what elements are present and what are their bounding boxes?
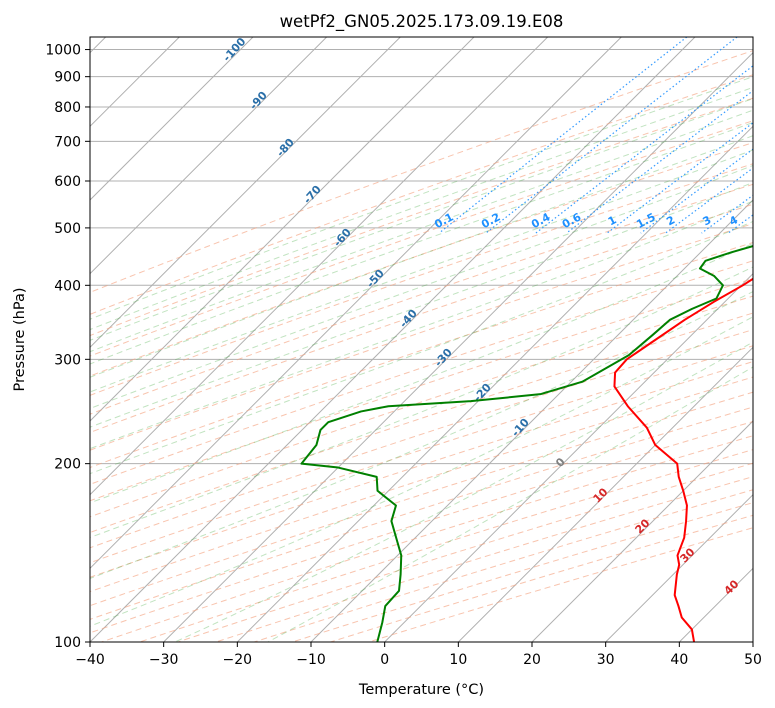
moist-adiabat bbox=[90, 266, 753, 539]
dry-adiabat bbox=[90, 183, 753, 415]
dry-adiabat bbox=[90, 74, 753, 315]
mixing-ratio-line bbox=[566, 89, 753, 234]
dry-adiabat bbox=[90, 312, 753, 534]
dry-adiabat bbox=[90, 278, 753, 502]
x-axis-ticks: −40 −30 −20 −10 0 10 20 30 40 50 bbox=[75, 642, 762, 668]
moist-adiabat bbox=[90, 98, 753, 341]
y-tick-label: 600 bbox=[54, 174, 81, 190]
dry-adiabat bbox=[90, 163, 753, 396]
moist-adiabat bbox=[90, 181, 753, 428]
x-tick-label: 10 bbox=[449, 652, 467, 668]
dry-adiabat bbox=[90, 120, 753, 357]
isotherm-gridline bbox=[531, 420, 753, 642]
mixing-ratio-line bbox=[535, 65, 753, 234]
dry-adiabat bbox=[90, 361, 753, 578]
x-tick-label: 50 bbox=[744, 652, 762, 668]
x-tick-label: −10 bbox=[296, 652, 326, 668]
x-tick-label: 40 bbox=[670, 652, 688, 668]
dry-adiabat bbox=[90, 329, 753, 549]
background-lines bbox=[90, 37, 753, 642]
x-tick-label: −30 bbox=[149, 652, 179, 668]
x-tick-label: 30 bbox=[597, 652, 615, 668]
x-tick-label: 0 bbox=[380, 652, 389, 668]
isotherm-gridline bbox=[90, 37, 254, 201]
dry-adiabat bbox=[90, 223, 753, 451]
y-tick-label: 700 bbox=[54, 134, 81, 150]
isotherm-gridline bbox=[90, 37, 622, 570]
isotherm-gridline bbox=[90, 37, 328, 275]
dry-adiabat bbox=[90, 142, 753, 377]
y-tick-label: 200 bbox=[54, 457, 81, 473]
dry-adiabat bbox=[90, 97, 753, 337]
isotherm-gridline bbox=[90, 37, 401, 349]
y-tick-label: 500 bbox=[54, 221, 81, 237]
moist-adiabat bbox=[267, 366, 753, 642]
chart-title: wetPf2_GN05.2025.173.09.19.E08 bbox=[280, 12, 564, 32]
profile-lines bbox=[300, 245, 753, 642]
moist-adiabat bbox=[90, 291, 753, 579]
dewpoint-profile-line bbox=[300, 245, 753, 642]
moist-adiabat bbox=[90, 76, 753, 320]
isotherm-gridline bbox=[236, 125, 753, 642]
temperature-profile-line bbox=[613, 277, 753, 642]
isotherm-gridline bbox=[605, 493, 753, 642]
y-tick-label: 1000 bbox=[45, 43, 81, 59]
x-tick-label: −40 bbox=[75, 652, 105, 668]
y-tick-label: 300 bbox=[54, 352, 81, 368]
plot-frame bbox=[89, 36, 754, 643]
mixing-ratio-line bbox=[438, 37, 688, 234]
isotherm-gridline bbox=[90, 37, 696, 642]
y-tick-label: 400 bbox=[54, 278, 81, 294]
y-tick-label: 800 bbox=[54, 100, 81, 116]
isotherm-gridline bbox=[90, 37, 475, 422]
moist-adiabat bbox=[90, 164, 753, 410]
moist-adiabat bbox=[90, 316, 753, 627]
x-tick-label: −20 bbox=[223, 652, 253, 668]
isotherm-gridline bbox=[457, 346, 753, 642]
dry-adiabat bbox=[90, 391, 753, 607]
y-axis-title: Pressure (hPa) bbox=[12, 287, 28, 391]
moist-adiabat bbox=[90, 86, 753, 331]
isotherm-gridline bbox=[163, 51, 753, 642]
dry-adiabat bbox=[90, 260, 753, 485]
isotherm-gridline bbox=[90, 37, 549, 496]
x-tick-label: 20 bbox=[523, 652, 541, 668]
isotherm-gridline bbox=[310, 199, 753, 642]
y-tick-label: 900 bbox=[54, 70, 81, 86]
moist-adiabat bbox=[90, 242, 753, 504]
moist-adiabat bbox=[90, 200, 753, 450]
y-axis-ticks: 100 200 300 400 500 600 700 800 900 1000 bbox=[45, 43, 90, 651]
dry-adiabat bbox=[90, 50, 753, 293]
x-axis-title: Temperature (°C) bbox=[358, 682, 484, 698]
y-tick-label: 100 bbox=[54, 635, 81, 651]
isotherm-gridline bbox=[384, 272, 753, 642]
